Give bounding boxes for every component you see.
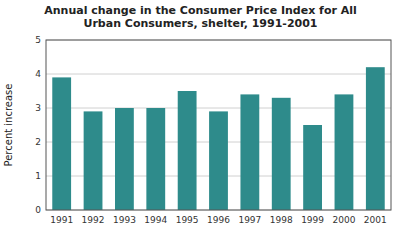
x-tick-label: 2000 — [333, 215, 356, 225]
x-tick-label: 1993 — [113, 215, 136, 225]
bar — [84, 111, 103, 210]
x-tick-label: 1992 — [82, 215, 105, 225]
y-tick-label: 5 — [35, 35, 41, 45]
x-tick-label: 2001 — [364, 215, 387, 225]
bars — [52, 67, 384, 210]
x-tick-label: 1994 — [144, 215, 167, 225]
bar — [303, 125, 322, 210]
bar — [52, 77, 71, 210]
chart-container: Annual change in the Consumer Price Inde… — [0, 0, 401, 238]
x-axis: 1991 1992 1993 1994 1995 1996 1997 1998 1999 2000… — [50, 215, 387, 225]
y-tick-label: 0 — [35, 205, 41, 215]
bar — [335, 94, 354, 210]
y-tick-label: 2 — [35, 137, 41, 147]
x-tick-label: 1995 — [176, 215, 199, 225]
grid-line — [46, 74, 391, 75]
x-tick-label: 1991 — [50, 215, 73, 225]
bar — [272, 98, 291, 210]
title: Annual change in the Consumer Price Inde… — [44, 4, 357, 30]
y-axis: 0 1 2 3 4 5 — [35, 35, 41, 215]
y-tick-label: 1 — [35, 171, 41, 181]
bar — [115, 108, 134, 210]
x-tick-label: 1998 — [270, 215, 293, 225]
plot-frame — [46, 40, 391, 210]
x-tick-label: 1999 — [301, 215, 324, 225]
x-tick-label: 1997 — [238, 215, 261, 225]
bar — [209, 111, 228, 210]
x-tick-label: 1996 — [207, 215, 230, 225]
y-tick-label: 4 — [35, 69, 41, 79]
grid — [46, 40, 391, 210]
bar — [146, 108, 165, 210]
chart: Annual change in the Consumer Price Inde… — [0, 0, 401, 238]
bar — [240, 94, 259, 210]
y-tick-label: 3 — [35, 103, 41, 113]
bar — [366, 67, 385, 210]
y-axis-label: Percent increase — [3, 84, 14, 167]
bar — [178, 91, 197, 210]
